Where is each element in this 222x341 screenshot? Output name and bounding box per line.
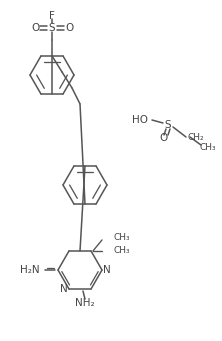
Text: S: S: [165, 120, 171, 130]
Text: O: O: [159, 133, 167, 143]
Text: F: F: [49, 11, 55, 21]
Text: O: O: [65, 23, 73, 33]
Text: N: N: [103, 265, 111, 275]
Text: CH₂: CH₂: [188, 133, 204, 142]
Text: CH₃: CH₃: [113, 247, 130, 255]
Text: H₂N: H₂N: [20, 265, 40, 275]
Text: N: N: [60, 284, 68, 294]
Text: CH₃: CH₃: [200, 143, 216, 151]
Text: NH₂: NH₂: [75, 298, 95, 308]
Text: CH₃: CH₃: [113, 234, 130, 242]
Text: S: S: [49, 23, 55, 33]
Text: HO: HO: [132, 115, 148, 125]
Text: O: O: [31, 23, 39, 33]
